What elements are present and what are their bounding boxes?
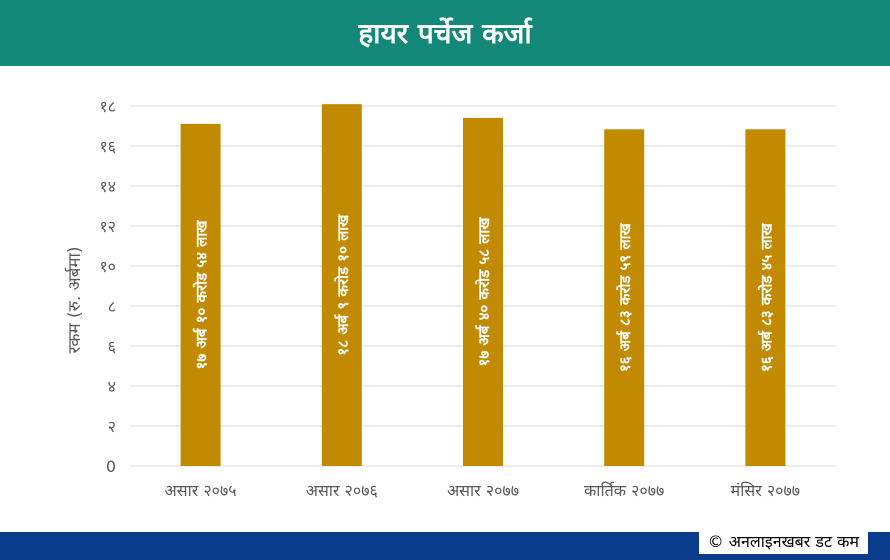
y-tick-label: ६ (108, 337, 116, 356)
y-tick-label: ४ (108, 377, 116, 396)
y-tick-label: १४ (99, 177, 116, 196)
y-tick-label: ८ (108, 297, 116, 316)
bar (604, 129, 645, 467)
y-tick-label: १० (99, 257, 116, 276)
bar (463, 117, 503, 466)
y-tick-label: २ (108, 417, 116, 436)
x-tick-label: असार २०७५ (165, 481, 237, 500)
bar (180, 123, 221, 466)
bar (745, 129, 786, 466)
bar-chart: 0 २ ४ ६ ८ १० १२ १४ १६ १८ १७ अर्ब १० करोड ५४ लाख १८… (64, 97, 836, 500)
bar-data-label: १७ अर्ब ४० करोड ५८ लाख (475, 217, 493, 367)
y-axis-label: रकम (रु. अर्बमा) (64, 246, 85, 353)
bar (321, 104, 362, 467)
x-tick-label: असार २०७६ (306, 481, 378, 500)
y-tick-label: 0 (106, 457, 116, 476)
bar-data-label: १७ अर्ब १० करोड ५४ लाख (193, 220, 211, 370)
y-tick-label: १६ (99, 137, 116, 156)
chart-title: हायर पर्चेज कर्जा (0, 0, 890, 66)
y-tick-label: १२ (99, 217, 116, 236)
bar-data-label: १६ अर्ब ८३ करोड ५९ लाख (616, 222, 634, 372)
bar-data-label: १८ अर्ब ९ करोड १० लाख (334, 214, 352, 356)
bar-data-label: १६ अर्ब ८३ करोड ४५ लाख (757, 223, 775, 373)
x-tick-label: कार्तिक २०७७ (584, 481, 664, 500)
x-tick-label: मंसिर २०७७ (731, 481, 800, 500)
y-tick-label: १८ (99, 97, 116, 116)
x-tick-label: असार २०७७ (447, 481, 519, 500)
credit-text: © अनलाइनखबर डट कम (698, 530, 868, 554)
